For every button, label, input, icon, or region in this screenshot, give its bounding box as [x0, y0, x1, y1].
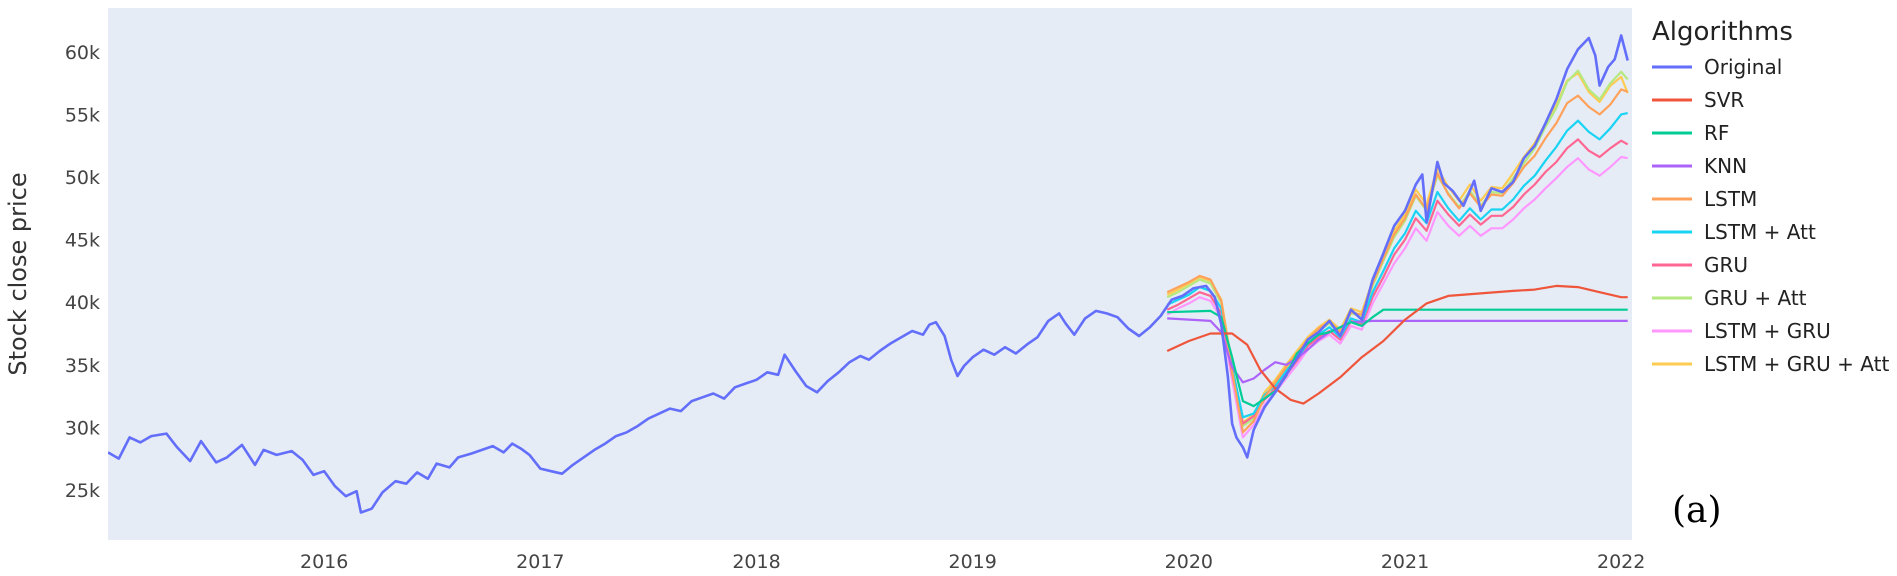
series-line-lstm-gru: [1166, 155, 1628, 439]
legend-item-label: LSTM + Att: [1704, 220, 1816, 244]
legend-item-label: KNN: [1704, 154, 1747, 178]
legend-item-label: LSTM + GRU: [1704, 319, 1831, 343]
series-lines: [108, 34, 1629, 514]
legend-item-label: LSTM: [1704, 187, 1757, 211]
series-line-gru-att: [1166, 69, 1629, 428]
x-tick-label: 2016: [300, 551, 348, 573]
legend-title: Algorithms: [1652, 17, 1793, 47]
legend-item-label: SVR: [1704, 88, 1744, 112]
series-line-svr: [1166, 284, 1628, 405]
legend: Algorithms Original SVR RF KNN LSTM LSTM + At…: [1652, 17, 1889, 376]
y-axis-label: Stock close price: [4, 172, 32, 375]
legend-item-label: RF: [1704, 121, 1729, 145]
x-tick-label: 2021: [1381, 551, 1429, 573]
panel-label: (a): [1672, 490, 1722, 531]
y-tick-label: 55k: [65, 104, 100, 126]
y-tick-label: 60k: [65, 42, 100, 64]
series-line-lstm-att: [1166, 112, 1628, 419]
series-line-original: [108, 34, 1629, 514]
x-tick-label: 2019: [949, 551, 997, 573]
x-tick-label: 2017: [516, 551, 564, 573]
legend-item-label: Original: [1704, 55, 1782, 79]
y-tick-label: 35k: [65, 355, 100, 377]
y-tick-label: 30k: [65, 417, 100, 439]
legend-item-label: LSTM + GRU + Att: [1704, 352, 1889, 376]
y-tick-label: 50k: [65, 167, 100, 189]
y-tick-label: 25k: [65, 480, 100, 502]
legend-item-label: GRU: [1704, 253, 1748, 277]
plot-background: [108, 8, 1632, 540]
x-tick-label: 2020: [1165, 551, 1213, 573]
x-tick-label: 2018: [732, 551, 780, 573]
series-line-lstm: [1166, 88, 1629, 434]
x-axis-ticks: 2016 2017 2018 2019 2020 2021 2022: [300, 551, 1645, 573]
legend-item-label: GRU + Att: [1704, 286, 1807, 310]
series-line-gru: [1166, 138, 1629, 425]
y-tick-label: 45k: [65, 230, 100, 252]
x-tick-label: 2022: [1597, 551, 1645, 573]
y-axis-ticks: 25k 30k 35k 40k 45k 50k 55k 60k: [65, 42, 100, 502]
y-tick-label: 40k: [65, 292, 100, 314]
